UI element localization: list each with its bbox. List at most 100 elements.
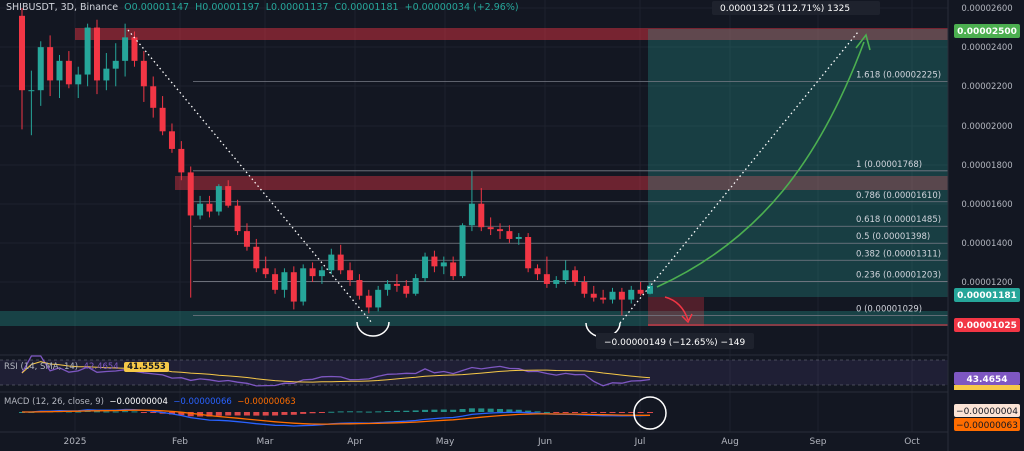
price-tick-label: 0.00002600: [961, 4, 1012, 14]
macd-hist-bar: [440, 409, 447, 412]
candle-body: [393, 283, 400, 286]
dotted-downtrend-line[interactable]: [127, 29, 373, 324]
macd-signal-tag-text: −0.00000063: [956, 421, 1018, 431]
candle-body: [609, 291, 616, 300]
macd-hist-bar: [609, 412, 616, 413]
candle-body: [478, 203, 485, 228]
macd-hist-bar: [459, 409, 466, 412]
candle-body: [497, 229, 504, 232]
macd-hist-bar: [75, 411, 82, 413]
macd-hist-bar: [215, 412, 222, 416]
macd-hist-bar: [375, 411, 382, 413]
macd-hist-bar: [290, 412, 297, 415]
candle-body: [112, 60, 119, 69]
stop-arrow: [664, 296, 689, 321]
time-axis-label: Mar: [257, 437, 274, 447]
macd-line-value: −0.00000066: [173, 397, 232, 407]
macd-hist-bar: [628, 412, 635, 413]
candle-body: [515, 236, 522, 239]
candle-body: [553, 280, 560, 284]
price-tick-label: 0.00001400: [961, 239, 1012, 249]
candle-body: [187, 172, 194, 216]
candle-body: [272, 274, 279, 290]
fib-level-label: 0.382 (0.00001311): [856, 249, 941, 259]
macd-hist-bar: [234, 412, 241, 416]
measure-top-box: [712, 1, 880, 15]
candle-body: [93, 27, 100, 81]
measure-top-label: 0.00001325 (112.71%) 1325: [720, 4, 850, 14]
macd-hist-bar: [103, 411, 110, 413]
macd-signal-tag: [954, 418, 1020, 431]
candle-body: [234, 205, 241, 232]
macd-hist-bar: [506, 409, 513, 412]
fib-level-label: 0.5 (0.00001398): [856, 232, 930, 242]
candle-body: [318, 270, 325, 277]
candle-body: [281, 272, 288, 290]
measure-bottom-box: [596, 333, 754, 349]
macd-hist-bar: [243, 412, 250, 416]
macd-cross-marker: [633, 396, 667, 430]
macd-hist-bar: [253, 412, 260, 416]
macd-hist-bar: [281, 412, 288, 415]
macd-hist-bar: [403, 410, 410, 412]
macd-hist-bar: [206, 412, 213, 417]
candle-body: [150, 86, 157, 108]
candle-body: [84, 27, 91, 75]
price-axis-ticks: 0.00002600 0.00002400 0.00002200 0.00002000…: [961, 4, 1012, 288]
macd-hist-bar: [412, 410, 419, 412]
fib-level-label: 1 (0.00001768): [856, 160, 922, 170]
macd-hist-bar: [422, 409, 429, 412]
fib-level-label: 0.618 (0.00001485): [856, 215, 941, 225]
macd-hist-bar: [65, 411, 72, 413]
candle-body: [300, 268, 307, 302]
candle-body: [168, 131, 175, 149]
macd-signal-value: −0.00000063: [237, 397, 296, 407]
fib-level-label: 0 (0.00001029): [856, 304, 922, 314]
fib-level-label: 1.618 (0.00002225): [856, 70, 941, 80]
candle-body: [525, 236, 532, 269]
candle-body: [65, 60, 72, 85]
macd-hist-bar: [393, 410, 400, 412]
macd-hist-bar: [168, 412, 175, 415]
candle-body: [337, 254, 344, 271]
candles: [19, 8, 653, 316]
high-value: H0.00001197: [195, 2, 260, 13]
candle-body: [459, 225, 466, 277]
macd-legend[interactable]: MACD (12, 26, close, 9) −0.00000004 −0.0…: [4, 397, 296, 407]
macd-hist-bar: [553, 412, 560, 413]
candle-body: [56, 60, 63, 81]
candle-body: [647, 285, 653, 294]
candle-body: [47, 47, 54, 81]
candle-body: [290, 272, 297, 302]
macd-hist-bar: [347, 411, 354, 413]
macd-label: MACD (12, 26, close, 9): [4, 397, 104, 407]
time-axis-label: Sep: [810, 437, 827, 447]
candle-body: [197, 203, 204, 216]
macd-value-tag: [954, 404, 1020, 417]
candle-body: [215, 186, 222, 212]
macd-hist-bar: [131, 411, 138, 413]
close-value: C0.00001181: [334, 2, 399, 13]
price-tick-label: 0.00001200: [961, 278, 1012, 288]
candle-body: [262, 268, 269, 275]
candle-body: [487, 227, 494, 230]
price-tick-label: 0.00001800: [961, 161, 1012, 171]
candle-body: [356, 280, 363, 296]
macd-hist-bar: [384, 411, 391, 413]
rsi-legend[interactable]: RSI (14, SMA, 14) 42.4654 41.5553: [4, 362, 169, 372]
macd-hist-bar: [140, 412, 147, 413]
candle-body: [328, 254, 335, 271]
macd-hist-bar: [581, 412, 588, 413]
candle-body: [375, 289, 382, 308]
macd-hist-bar: [187, 412, 194, 417]
time-axis-label: May: [436, 437, 455, 447]
macd-hist-bar: [562, 412, 569, 413]
macd-hist-bar: [178, 412, 185, 416]
candle-body: [178, 148, 185, 173]
fibonacci-retracement[interactable]: 1.618 (0.00002225) 1 (0.00001768) 0.786 (0…: [193, 70, 948, 316]
candle-body: [637, 289, 644, 294]
measure-bottom-label: −0.00000149 (−12.65%) −149: [604, 338, 746, 348]
time-axis[interactable]: 2025 Feb Mar Apr May Jun Jul Aug Sep Oct: [64, 437, 921, 447]
